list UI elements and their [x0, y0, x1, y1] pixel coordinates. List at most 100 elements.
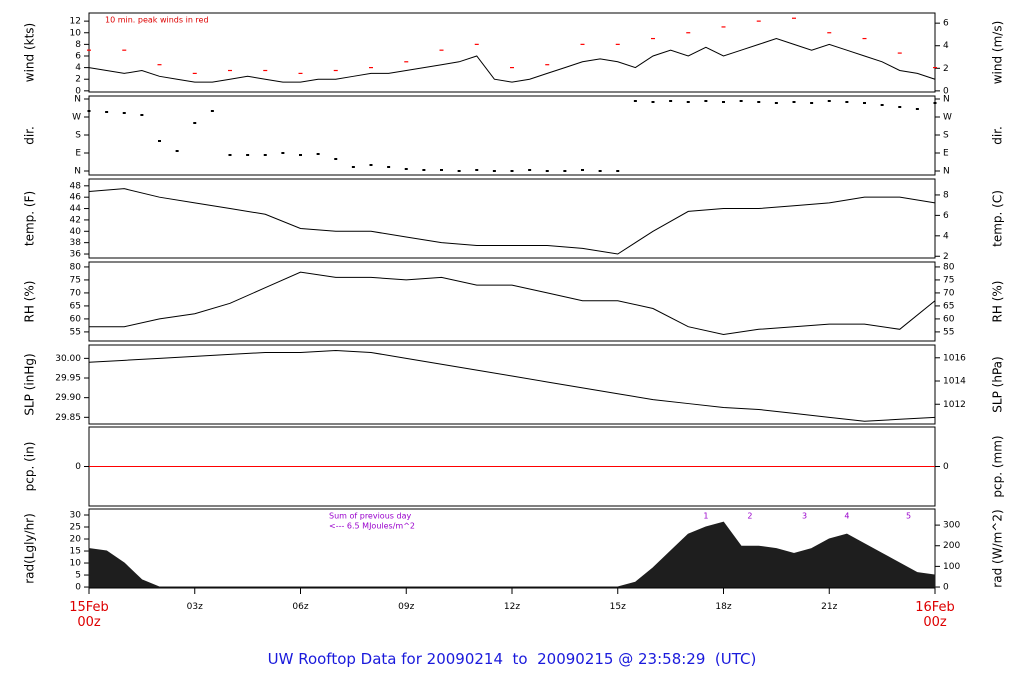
dir-point — [105, 111, 109, 113]
dir-point — [422, 169, 426, 171]
y-tick-label: 2 — [75, 75, 81, 85]
y-tick-label: 80 — [943, 262, 955, 272]
y-tick-label: 0 — [943, 86, 949, 96]
y-tick-label: 65 — [70, 301, 81, 311]
y-axis-label: wind (kts) — [23, 23, 37, 82]
y-tick-label: N — [943, 167, 950, 177]
y-tick-label: 4 — [943, 41, 949, 51]
dir-point — [845, 101, 849, 103]
dir-point — [316, 153, 320, 155]
dir-point — [246, 154, 250, 156]
y-tick-label: 2 — [943, 252, 949, 262]
dir-point — [475, 169, 479, 171]
y-tick-label: 12 — [70, 17, 81, 27]
annotation: Sum of previous day — [329, 512, 411, 521]
y2-axis-label: pcp. (mm) — [991, 435, 1005, 497]
x-tick-label: 12z — [503, 602, 521, 612]
dir-point — [440, 169, 443, 171]
dir-point — [158, 140, 161, 142]
x-tick-label: 09z — [398, 602, 415, 612]
dir-point — [722, 101, 725, 103]
y-tick-label: 1012 — [943, 400, 966, 410]
dir-point — [898, 106, 902, 108]
x-tick-label: 06z — [292, 602, 309, 612]
y-axis-label: dir. — [23, 126, 37, 145]
y-tick-label: 10 — [70, 559, 82, 569]
y-axis-label: SLP (inHg) — [23, 353, 37, 415]
y-tick-label: 38 — [70, 238, 82, 248]
y-tick-label: 55 — [70, 327, 81, 337]
dir-point — [616, 170, 620, 172]
y-tick-label: N — [943, 95, 950, 105]
y-tick-label: 29.85 — [55, 413, 81, 423]
y-tick-label: 29.95 — [55, 374, 81, 384]
dir-point — [880, 104, 884, 106]
dir-point — [281, 152, 285, 154]
series-area — [88, 521, 936, 588]
series-line — [88, 350, 936, 422]
y2-axis-label: temp. (C) — [991, 190, 1005, 247]
dir-point — [669, 100, 673, 102]
dir-point — [933, 102, 937, 104]
y-tick-label: 4 — [75, 63, 81, 73]
panel-frame — [88, 178, 936, 259]
dir-point — [545, 170, 549, 172]
y-tick-label: W — [943, 113, 952, 123]
y-tick-label: 0 — [943, 462, 949, 472]
y-tick-label: 8 — [943, 190, 949, 200]
y-tick-label: 0 — [75, 462, 81, 472]
dir-point — [228, 154, 232, 156]
x-tick-label: 15z — [609, 602, 626, 612]
dir-point — [686, 101, 690, 103]
y-tick-label: 46 — [70, 193, 82, 203]
y-tick-label: 60 — [70, 314, 82, 324]
y-tick-label: 25 — [70, 523, 81, 533]
y-tick-label: S — [75, 131, 81, 141]
panel-frame — [88, 344, 936, 425]
y-tick-label: E — [943, 149, 949, 159]
y-tick-label: 6 — [943, 19, 949, 29]
x-tick-label: 03z — [186, 602, 203, 612]
y-tick-label: 0 — [75, 86, 81, 96]
dir-point — [810, 102, 814, 104]
dir-point — [827, 100, 831, 102]
dir-point — [863, 102, 866, 104]
y-tick-label: 75 — [943, 275, 954, 285]
dir-point — [581, 169, 584, 171]
dir-point — [87, 110, 91, 112]
dir-point — [528, 169, 532, 171]
panel-frame — [88, 261, 936, 342]
series-line — [89, 271, 936, 336]
y-tick-label: 4 — [943, 231, 949, 241]
marker-label: 1 — [703, 512, 708, 521]
y-tick-label: 70 — [943, 288, 955, 298]
dir-point — [774, 102, 778, 104]
marker-label: 2 — [747, 512, 752, 521]
y-tick-label: S — [943, 131, 949, 141]
y-tick-label: 65 — [943, 301, 954, 311]
dir-point — [792, 101, 796, 103]
dir-point — [369, 164, 373, 166]
marker-label: 5 — [906, 512, 911, 521]
y-tick-label: 75 — [70, 275, 81, 285]
annotation: <--- 6.5 MJoules/m^2 — [329, 522, 415, 531]
y-tick-label: 0 — [75, 583, 81, 593]
y-axis-label: temp. (F) — [23, 191, 37, 246]
y-tick-label: 200 — [943, 541, 960, 551]
dir-point — [915, 108, 919, 110]
dir-point — [492, 170, 496, 172]
dir-point — [757, 101, 761, 103]
annotation: 10 min. peak winds in red — [105, 16, 209, 25]
dir-point — [140, 114, 144, 116]
dir-point — [510, 170, 514, 172]
dir-point — [739, 100, 743, 102]
y-axis-label: pcp. (in) — [23, 442, 37, 492]
y-tick-label: 15 — [70, 547, 81, 557]
dir-point — [334, 158, 338, 160]
y-tick-label: 36 — [70, 250, 82, 260]
dir-point — [210, 110, 214, 112]
y-tick-label: N — [74, 167, 81, 177]
dir-point — [122, 112, 126, 114]
dir-point — [299, 154, 302, 156]
